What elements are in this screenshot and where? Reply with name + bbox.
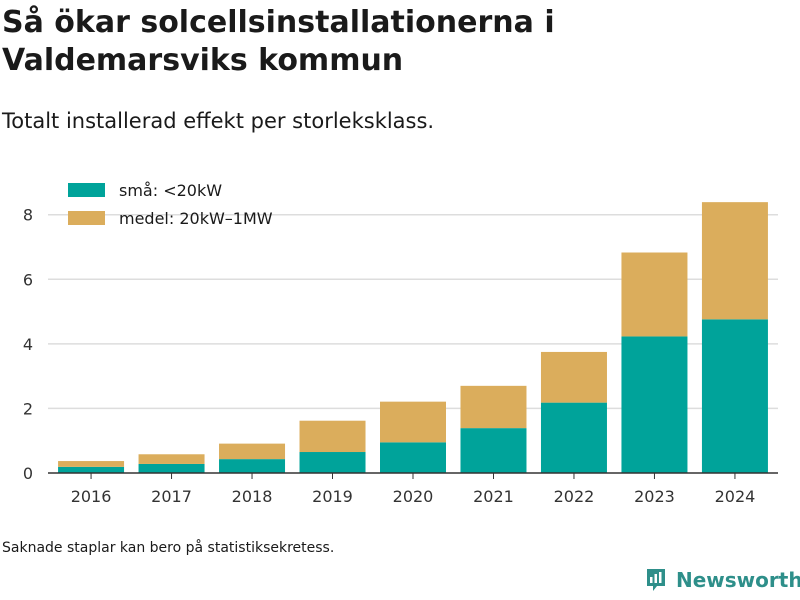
legend-swatch-medium: [68, 211, 105, 225]
y-tick-label: 6: [23, 270, 33, 289]
newsworthy-logo-icon: [647, 569, 665, 591]
legend-item-medium: medel: 20kW–1MW: [68, 204, 273, 232]
chart-title: Så ökar solcellsinstallationerna i Valde…: [2, 5, 555, 78]
bar-medium-2019: [299, 420, 366, 453]
bar-small-2020: [380, 442, 446, 473]
bar-medium-2017: [138, 454, 205, 464]
bar-small-2021: [460, 428, 527, 473]
bar-small-2022: [540, 402, 607, 473]
x-tick-label: 2024: [715, 487, 756, 506]
y-tick-label: 0: [23, 464, 33, 483]
stacked-bar-chart: 0 2 4 6 8 2016 2017 2018 2019 2020 2021 2022 2023 202…: [23, 202, 778, 506]
x-tick-label: 2018: [232, 487, 273, 506]
chart-area: 0 2 4 6 8 2016 2017 2018 2019 2020 2021 2022 2023 202…: [0, 160, 800, 520]
bar-medium-2022: [540, 351, 607, 403]
x-tick-label: 2017: [151, 487, 192, 506]
bar-small-2018: [219, 459, 286, 473]
bar-medium-2020: [380, 401, 446, 443]
bar-small-2023: [621, 336, 688, 473]
bar-medium-2024: [701, 202, 768, 320]
legend-item-small: små: <20kW: [68, 176, 273, 204]
bar-small-2019: [299, 452, 366, 473]
y-tick-label: 8: [23, 206, 33, 225]
bar-small-2017: [138, 463, 205, 473]
y-tick-label: 2: [23, 399, 33, 418]
brand[interactable]: Newsworthy: [645, 567, 800, 593]
bar-medium-2023: [621, 252, 688, 337]
x-tick-label: 2022: [554, 487, 595, 506]
x-tick-label: 2019: [312, 487, 353, 506]
footnote: Saknade staplar kan bero på statistiksek…: [2, 540, 335, 556]
bar-small-2016: [58, 466, 125, 473]
x-tick-label: 2016: [71, 487, 112, 506]
x-tick-label: 2023: [634, 487, 675, 506]
bar-medium-2018: [219, 443, 286, 460]
legend-label-medium: medel: 20kW–1MW: [119, 208, 273, 228]
x-tick-label: 2021: [473, 487, 514, 506]
chart-subtitle: Totalt installerad effekt per storlekskl…: [2, 109, 435, 133]
legend-label-small: små: <20kW: [119, 180, 223, 200]
legend: små: <20kW medel: 20kW–1MW: [68, 176, 273, 232]
brand-name: Newsworthy: [676, 568, 800, 592]
bar-medium-2021: [460, 385, 527, 429]
bar-small-2024: [701, 319, 768, 473]
legend-swatch-small: [68, 183, 105, 197]
x-tick-label: 2020: [393, 487, 434, 506]
bar-medium-2016: [58, 461, 125, 467]
y-tick-label: 4: [23, 335, 33, 354]
